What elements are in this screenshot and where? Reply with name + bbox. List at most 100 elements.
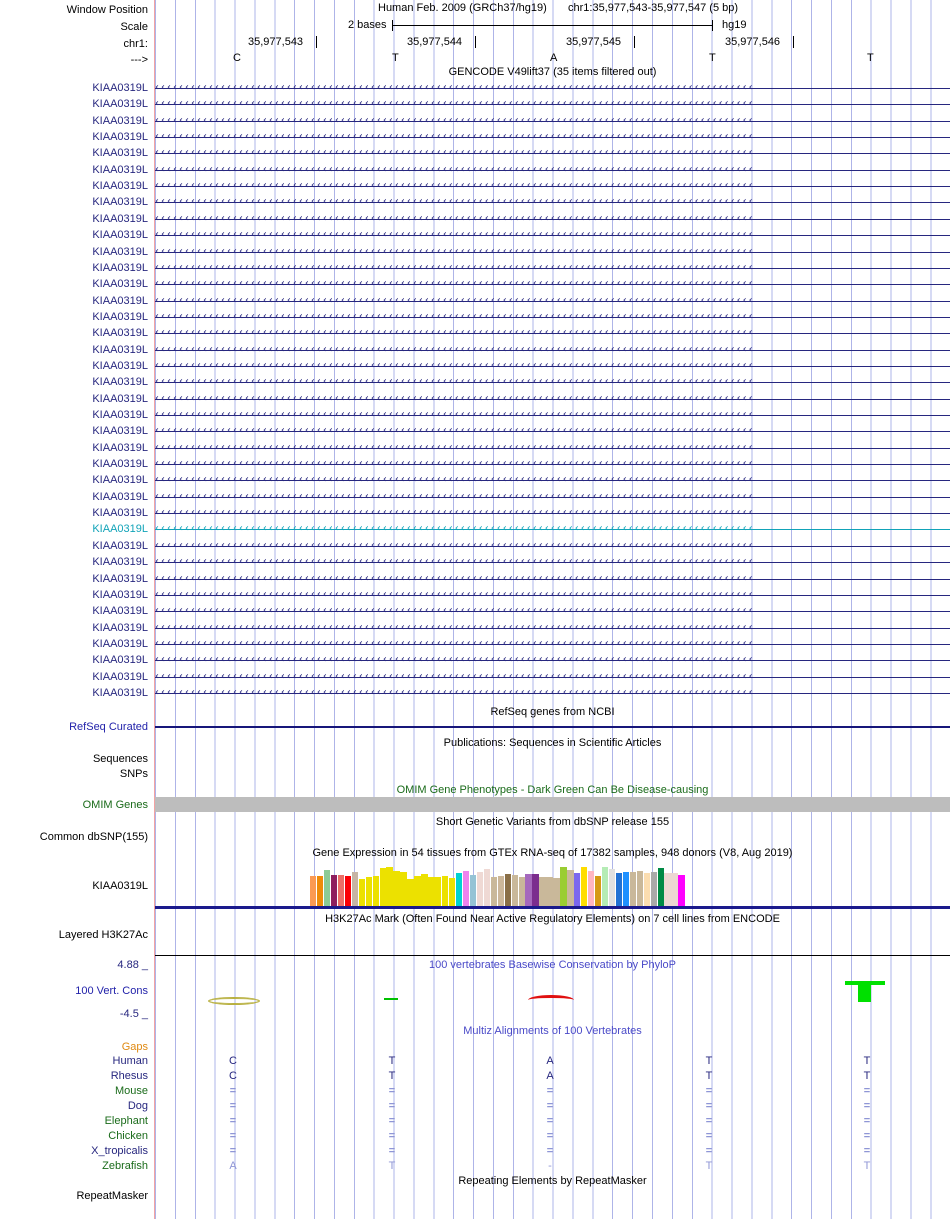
gene-row[interactable]: KIAA0319L ‹ ‹ ‹ ‹ ‹ ‹ ‹ ‹ ‹ ‹ ‹ ‹ ‹ ‹ ‹ ‹… <box>0 129 950 145</box>
gene-strand-line[interactable] <box>155 447 950 449</box>
gene-strand-line[interactable] <box>155 529 950 531</box>
gene-row-label[interactable]: KIAA0319L <box>92 196 148 209</box>
gene-strand-line[interactable] <box>155 267 950 269</box>
gtex-tissue-bar[interactable] <box>393 871 400 906</box>
gtex-tissue-bar[interactable] <box>379 868 386 906</box>
gene-row-label[interactable]: KIAA0319L <box>92 670 148 683</box>
gene-row-label[interactable]: KIAA0319L <box>92 572 148 585</box>
gtex-tissue-bar[interactable] <box>567 870 574 906</box>
gtex-tissue-bar[interactable] <box>323 870 331 906</box>
species-label-mouse[interactable]: Mouse <box>114 1085 148 1097</box>
gtex-tissue-bar[interactable] <box>636 871 644 906</box>
gene-row[interactable]: KIAA0319L ‹ ‹ ‹ ‹ ‹ ‹ ‹ ‹ ‹ ‹ ‹ ‹ ‹ ‹ ‹ ‹… <box>0 80 950 96</box>
gene-row-label[interactable]: KIAA0319L <box>92 261 148 274</box>
gene-row-label[interactable]: KIAA0319L <box>92 490 148 503</box>
gene-row-label[interactable]: KIAA0319L <box>92 98 148 111</box>
gene-row-label[interactable]: KIAA0319L <box>92 327 148 340</box>
species-label-dog[interactable]: Dog <box>127 1100 148 1112</box>
publications-sequences-label[interactable]: Sequences <box>92 753 148 765</box>
gene-row-label[interactable]: KIAA0319L <box>92 686 148 699</box>
gene-strand-line[interactable] <box>155 218 950 220</box>
gtex-tissue-bar[interactable] <box>476 872 484 906</box>
gtex-tissue-bar[interactable] <box>539 877 546 906</box>
gene-row-label[interactable]: KIAA0319L <box>92 539 148 552</box>
gene-strand-line[interactable] <box>155 611 950 613</box>
gene-strand-line[interactable] <box>155 692 950 694</box>
gene-row-label[interactable]: KIAA0319L <box>92 441 148 454</box>
gtex-tissue-bar[interactable] <box>622 872 630 906</box>
gene-row[interactable]: KIAA0319L ‹ ‹ ‹ ‹ ‹ ‹ ‹ ‹ ‹ ‹ ‹ ‹ ‹ ‹ ‹ ‹… <box>0 244 950 260</box>
gene-strand-line[interactable] <box>155 627 950 629</box>
gtex-tissue-bar[interactable] <box>664 873 671 906</box>
gene-row[interactable]: KIAA0319L ‹ ‹ ‹ ‹ ‹ ‹ ‹ ‹ ‹ ‹ ‹ ‹ ‹ ‹ ‹ ‹… <box>0 554 950 570</box>
gene-row[interactable]: KIAA0319L ‹ ‹ ‹ ‹ ‹ ‹ ‹ ‹ ‹ ‹ ‹ ‹ ‹ ‹ ‹ ‹… <box>0 505 950 521</box>
gtex-tissue-bar[interactable] <box>449 878 456 906</box>
gtex-tissue-bar[interactable] <box>497 876 505 906</box>
gene-strand-line[interactable] <box>155 365 950 367</box>
gene-row-label[interactable]: KIAA0319L <box>92 180 148 193</box>
gtex-tissue-bar[interactable] <box>601 867 609 906</box>
gene-row[interactable]: KIAA0319L ‹ ‹ ‹ ‹ ‹ ‹ ‹ ‹ ‹ ‹ ‹ ‹ ‹ ‹ ‹ ‹… <box>0 342 950 358</box>
gtex-tissue-bar[interactable] <box>310 876 317 906</box>
species-label-x_tropicalis[interactable]: X_tropicalis <box>91 1145 148 1157</box>
gene-row-label[interactable]: KIAA0319L <box>92 82 148 94</box>
gtex-tissue-bar[interactable] <box>344 876 352 906</box>
gene-row[interactable]: KIAA0319L ‹ ‹ ‹ ‹ ‹ ‹ ‹ ‹ ‹ ‹ ‹ ‹ ‹ ‹ ‹ ‹… <box>0 162 950 178</box>
gene-row[interactable]: KIAA0319L ‹ ‹ ‹ ‹ ‹ ‹ ‹ ‹ ‹ ‹ ‹ ‹ ‹ ‹ ‹ ‹… <box>0 603 950 619</box>
species-label-chicken[interactable]: Chicken <box>108 1130 148 1142</box>
omim-gene-bar[interactable] <box>155 797 950 812</box>
gene-strand-line[interactable] <box>155 202 950 204</box>
gtex-tissue-bar[interactable] <box>428 877 435 906</box>
gene-row[interactable]: KIAA0319L ‹ ‹ ‹ ‹ ‹ ‹ ‹ ‹ ‹ ‹ ‹ ‹ ‹ ‹ ‹ ‹… <box>0 260 950 276</box>
gtex-tissue-bar[interactable] <box>643 873 650 906</box>
gene-row[interactable]: KIAA0319L ‹ ‹ ‹ ‹ ‹ ‹ ‹ ‹ ‹ ‹ ‹ ‹ ‹ ‹ ‹ ‹… <box>0 391 950 407</box>
gene-row[interactable]: KIAA0319L ‹ ‹ ‹ ‹ ‹ ‹ ‹ ‹ ‹ ‹ ‹ ‹ ‹ ‹ ‹ ‹… <box>0 194 950 210</box>
gtex-tissue-bar[interactable] <box>462 871 470 906</box>
gtex-tissue-bar[interactable] <box>435 877 442 906</box>
gene-row-label[interactable]: KIAA0319L <box>92 114 148 127</box>
gtex-tissue-bar[interactable] <box>657 868 664 906</box>
gtex-tissue-bar[interactable] <box>455 873 463 906</box>
gene-row[interactable]: KIAA0319L ‹ ‹ ‹ ‹ ‹ ‹ ‹ ‹ ‹ ‹ ‹ ‹ ‹ ‹ ‹ ‹… <box>0 309 950 325</box>
gtex-tissue-bar[interactable] <box>588 871 595 906</box>
gene-row[interactable]: KIAA0319L ‹ ‹ ‹ ‹ ‹ ‹ ‹ ‹ ‹ ‹ ‹ ‹ ‹ ‹ ‹ ‹… <box>0 96 950 112</box>
gene-row[interactable]: KIAA0319L ‹ ‹ ‹ ‹ ‹ ‹ ‹ ‹ ‹ ‹ ‹ ‹ ‹ ‹ ‹ ‹… <box>0 145 950 161</box>
gene-row-label[interactable]: KIAA0319L <box>92 376 148 389</box>
gtex-tissue-bar[interactable] <box>358 879 366 906</box>
gene-row[interactable]: KIAA0319L ‹ ‹ ‹ ‹ ‹ ‹ ‹ ‹ ‹ ‹ ‹ ‹ ‹ ‹ ‹ ‹… <box>0 652 950 668</box>
gene-row-label[interactable]: KIAA0319L <box>92 458 148 471</box>
gtex-tissue-bar[interactable] <box>351 872 359 906</box>
gene-row[interactable]: KIAA0319L ‹ ‹ ‹ ‹ ‹ ‹ ‹ ‹ ‹ ‹ ‹ ‹ ‹ ‹ ‹ ‹… <box>0 440 950 456</box>
conservation-green-dash[interactable] <box>384 998 398 1000</box>
omim-label[interactable]: OMIM Genes <box>82 799 148 811</box>
gtex-tissue-bar[interactable] <box>400 872 407 906</box>
gtex-tissue-bar[interactable] <box>678 875 685 906</box>
gene-row-label[interactable]: KIAA0319L <box>92 507 148 520</box>
species-label-human[interactable]: Human <box>112 1055 148 1067</box>
publications-snps-label[interactable]: SNPs <box>119 768 148 780</box>
gtex-tissue-bar[interactable] <box>574 873 581 906</box>
gene-row-label[interactable]: KIAA0319L <box>92 245 148 258</box>
conservation-green-tee-stem[interactable] <box>858 981 871 1002</box>
gtex-tissue-bar[interactable] <box>615 873 623 906</box>
gtex-tissue-bar[interactable] <box>337 875 345 906</box>
refseq-gene-line[interactable] <box>155 726 950 728</box>
gene-row-label[interactable]: KIAA0319L <box>92 588 148 601</box>
gtex-tissue-bar[interactable] <box>442 876 449 906</box>
gtex-tissue-bar[interactable] <box>546 877 553 906</box>
gene-strand-line[interactable] <box>155 382 950 384</box>
gene-row[interactable]: KIAA0319L ‹ ‹ ‹ ‹ ‹ ‹ ‹ ‹ ‹ ‹ ‹ ‹ ‹ ‹ ‹ ‹… <box>0 636 950 652</box>
gene-strand-line[interactable] <box>155 496 950 498</box>
gene-row-label[interactable]: KIAA0319L <box>92 147 148 160</box>
gene-row[interactable]: KIAA0319L ‹ ‹ ‹ ‹ ‹ ‹ ‹ ‹ ‹ ‹ ‹ ‹ ‹ ‹ ‹ ‹… <box>0 423 950 439</box>
gene-row[interactable]: KIAA0319L ‹ ‹ ‹ ‹ ‹ ‹ ‹ ‹ ‹ ‹ ‹ ‹ ‹ ‹ ‹ ‹… <box>0 211 950 227</box>
gene-row-label[interactable]: KIAA0319L <box>92 392 148 405</box>
gene-row[interactable]: KIAA0319L ‹ ‹ ‹ ‹ ‹ ‹ ‹ ‹ ‹ ‹ ‹ ‹ ‹ ‹ ‹ ‹… <box>0 276 950 292</box>
conservation-label[interactable]: 100 Vert. Cons <box>75 985 148 997</box>
species-label-zebrafish[interactable]: Zebrafish <box>102 1160 148 1172</box>
gene-row[interactable]: KIAA0319L ‹ ‹ ‹ ‹ ‹ ‹ ‹ ‹ ‹ ‹ ‹ ‹ ‹ ‹ ‹ ‹… <box>0 669 950 685</box>
gene-strand-line[interactable] <box>155 578 950 580</box>
gtex-tissue-bar[interactable] <box>518 877 525 906</box>
gtex-gene-label[interactable]: KIAA0319L <box>92 880 148 892</box>
repeatmasker-label[interactable]: RepeatMasker <box>76 1190 148 1202</box>
